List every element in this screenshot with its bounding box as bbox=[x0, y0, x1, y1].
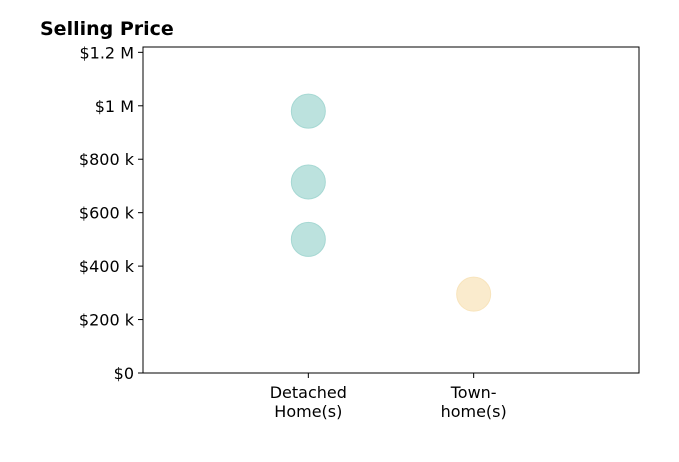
x-tick-label: Detached bbox=[270, 383, 347, 402]
data-point bbox=[290, 164, 326, 200]
y-axis: $0 $200 k $400 k $600 k $800 k $1 M $1.2 M bbox=[79, 43, 143, 383]
y-tick-label: $0 bbox=[114, 364, 134, 383]
y-tick-label: $1.2 M bbox=[79, 43, 134, 62]
data-point bbox=[290, 93, 326, 129]
y-tick-label: $200 k bbox=[79, 311, 135, 330]
plot-frame bbox=[142, 46, 640, 374]
y-tick-label: $600 k bbox=[79, 204, 135, 223]
x-tick-label: Town- bbox=[450, 383, 497, 402]
chart-title: Selling Price bbox=[40, 18, 174, 40]
y-tick-label: $800 k bbox=[79, 150, 135, 169]
data-points bbox=[290, 93, 492, 312]
x-tick-label: home(s) bbox=[441, 402, 507, 421]
y-tick-label: $1 M bbox=[95, 97, 134, 116]
x-tick-label: Home(s) bbox=[274, 402, 342, 421]
data-point bbox=[456, 276, 492, 312]
y-tick-label: $400 k bbox=[79, 257, 135, 276]
data-point bbox=[290, 221, 326, 257]
